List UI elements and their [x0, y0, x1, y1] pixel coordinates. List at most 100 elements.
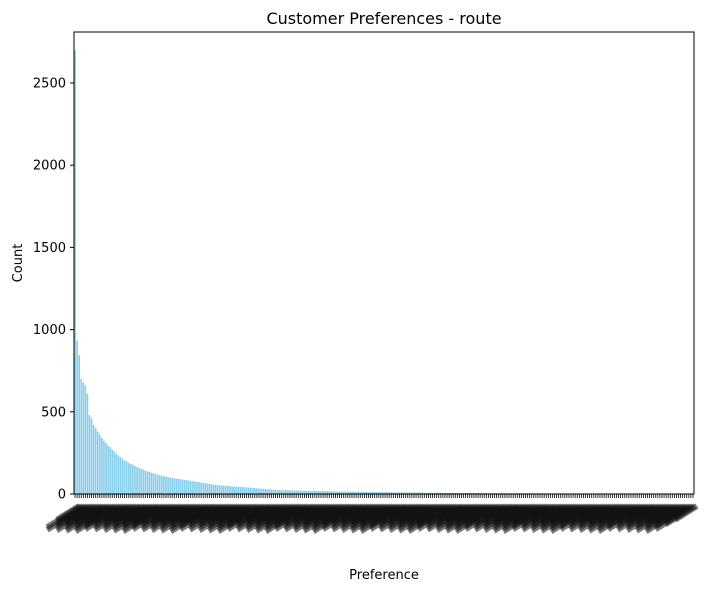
bar: [239, 486, 242, 494]
bar: [185, 480, 188, 494]
bar: [216, 485, 219, 494]
bar: [276, 489, 279, 494]
bar: [384, 492, 386, 494]
bar: [396, 492, 399, 494]
bar: [392, 492, 395, 494]
bar: [231, 486, 233, 494]
bar: [103, 440, 105, 494]
bar: [117, 455, 120, 494]
y-tick-label: 2500: [33, 76, 66, 91]
bar: [347, 491, 349, 494]
bar: [206, 483, 209, 494]
bar: [409, 492, 411, 494]
bar: [270, 489, 273, 494]
bar: [251, 487, 254, 494]
bar: [218, 485, 221, 494]
bar: [365, 491, 368, 494]
bar: [74, 50, 76, 495]
bar: [258, 488, 260, 494]
bar: [266, 489, 269, 494]
bar: [359, 491, 362, 494]
bar: [433, 492, 436, 494]
y-tick-label: 0: [58, 488, 66, 503]
bar: [316, 491, 318, 494]
bar: [260, 488, 262, 494]
bar: [301, 490, 304, 494]
bar: [179, 479, 182, 494]
bar: [256, 488, 258, 494]
bar: [88, 415, 91, 494]
bar: [148, 471, 151, 494]
bar: [322, 491, 324, 494]
x-axis-ticks: [74, 494, 694, 498]
bar: [249, 487, 252, 494]
bar: [440, 492, 442, 494]
x-tick-labels: [45, 503, 699, 534]
bar: [212, 484, 215, 494]
bar: [375, 492, 378, 494]
bar: [274, 489, 277, 494]
bar: [225, 485, 227, 494]
bar: [140, 468, 142, 494]
bar: [241, 487, 244, 494]
bar: [311, 490, 314, 494]
bar: [336, 491, 339, 494]
bar: [200, 482, 202, 494]
bar: [456, 492, 459, 494]
bar: [444, 492, 446, 494]
bar: [338, 491, 341, 494]
bar: [411, 492, 413, 494]
bar: [237, 486, 240, 494]
bar: [289, 490, 291, 494]
bar: [380, 492, 382, 494]
bar-series: [74, 50, 694, 495]
bar: [332, 491, 335, 494]
bar: [378, 492, 380, 494]
bar: [229, 486, 231, 494]
bar: [194, 481, 196, 494]
bar: [173, 478, 176, 494]
bar: [107, 445, 109, 494]
bar: [415, 492, 417, 494]
bar: [437, 492, 440, 494]
bar: [431, 492, 434, 494]
bar: [165, 476, 167, 494]
bar: [421, 492, 424, 494]
bar: [404, 492, 407, 494]
bar: [363, 491, 366, 494]
bar: [115, 453, 118, 494]
bar: [127, 462, 130, 494]
bar: [400, 492, 403, 494]
bar: [386, 492, 388, 494]
bar: [367, 491, 370, 494]
bar: [187, 480, 190, 494]
bar: [423, 492, 426, 494]
bar: [448, 492, 450, 494]
y-axis-label: Count: [11, 244, 26, 283]
bar: [272, 489, 275, 494]
y-axis: 0 500 1000 1500 2000 2500: [33, 76, 74, 503]
bar: [142, 469, 145, 494]
bar: [351, 491, 353, 494]
bar: [419, 492, 421, 494]
bar: [154, 473, 157, 494]
bar: [123, 460, 126, 494]
bar: [130, 463, 132, 494]
y-tick-label: 1000: [33, 323, 66, 338]
bar: [132, 465, 134, 494]
bar: [245, 487, 248, 494]
bar: [429, 492, 432, 494]
y-tick-label: 1500: [33, 241, 66, 256]
bar: [152, 473, 155, 494]
bar: [181, 479, 184, 494]
bar: [425, 492, 428, 494]
bar: [388, 492, 390, 494]
bar: [293, 490, 295, 494]
bar: [324, 491, 326, 494]
bar: [113, 451, 116, 494]
bar: [349, 491, 351, 494]
bar: [394, 492, 397, 494]
bar: [134, 466, 136, 494]
